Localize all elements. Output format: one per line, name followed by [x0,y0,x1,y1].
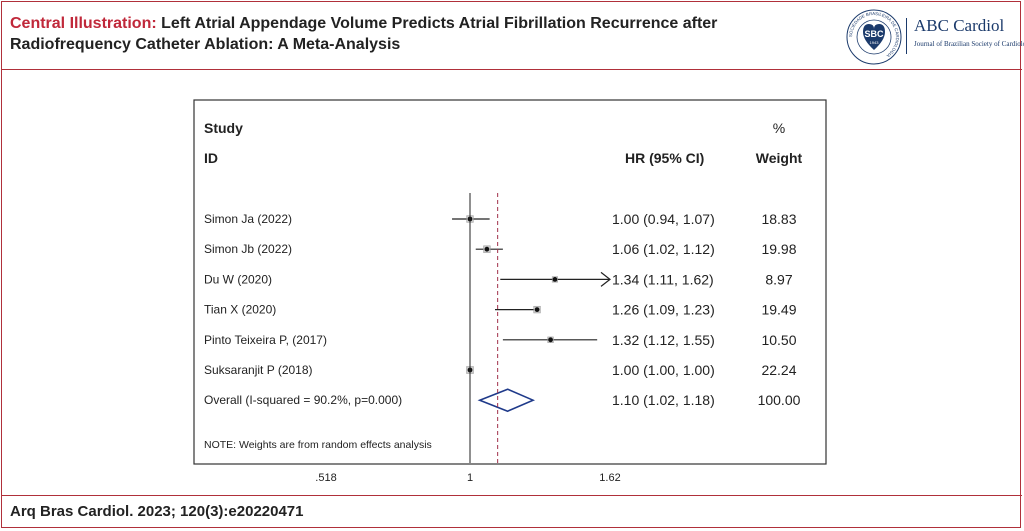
study-weight: 19.98 [761,241,796,257]
footer: Arq Bras Cardiol. 2023; 120(3):e20220471 [2,495,1022,527]
overall-weight: 100.00 [758,392,801,408]
point-estimate [484,246,490,252]
overall-hr-ci: 1.10 (1.02, 1.18) [612,392,715,408]
ci-arrow [600,271,611,287]
study-label: Du W (2020) [204,272,272,286]
citation: Arq Bras Cardiol. 2023; 120(3):e20220471 [10,503,304,520]
study-label: Suksaranjit P (2018) [204,363,313,377]
logo-divider [906,18,907,54]
study-label: Tian X (2020) [204,303,276,317]
study-label: Pinto Teixeira P, (2017) [204,333,327,347]
x-tick-label: 1.62 [599,472,620,484]
study-weight: 18.83 [761,211,796,227]
title-lead: Central Illustration: [10,15,157,32]
journal-logo: SOCIEDADE BRASILEIRA DE CARDIOLOGIA SBC … [844,8,1024,66]
study-weight: 10.50 [761,332,796,348]
study-weight: 8.97 [765,271,792,287]
note: NOTE: Weights are from random effects an… [204,439,432,451]
study-hr-ci: 1.06 (1.02, 1.12) [612,241,715,257]
study-hr-ci: 1.00 (1.00, 1.00) [612,362,715,378]
study-label: Simon Jb (2022) [204,242,292,256]
study-weight: 22.24 [761,362,796,378]
figure-title: Central Illustration: Left Atrial Append… [10,13,770,55]
seal-year: 1943 [870,40,880,45]
study-weight: 19.49 [761,302,796,318]
title-text: Left Atrial Appendage Volume Predicts At… [10,15,718,53]
header-percent: % [773,120,785,136]
x-tick-label: .518 [315,472,336,484]
header-hr: HR (95% CI) [625,150,704,166]
header: Central Illustration: Left Atrial Append… [2,2,1024,70]
study-hr-ci: 1.00 (0.94, 1.07) [612,211,715,227]
header-weight: Weight [756,150,803,166]
plot-border [193,99,827,465]
point-estimate [548,337,553,343]
brand-subtitle: Journal of Brazilian Society of Cardiolo… [914,40,1024,48]
study-label: Simon Ja (2022) [204,212,292,226]
sbc-seal-icon: SOCIEDADE BRASILEIRA DE CARDIOLOGIA SBC … [846,9,902,65]
overall-label: Overall (I-squared = 90.2%, p=0.000) [204,393,402,407]
x-tick-label: 1 [467,472,473,484]
point-estimate [552,277,558,282]
brand-name: ABC Cardiol [914,16,1005,35]
point-estimate [534,307,540,312]
overall-diamond [477,388,536,413]
study-hr-ci: 1.34 (1.11, 1.62) [612,271,714,287]
study-hr-ci: 1.26 (1.09, 1.23) [612,302,715,318]
study-hr-ci: 1.32 (1.12, 1.55) [612,332,715,348]
seal-abbr: SBC [864,29,884,39]
header-study: Study [204,120,243,136]
header-id: ID [204,150,218,166]
